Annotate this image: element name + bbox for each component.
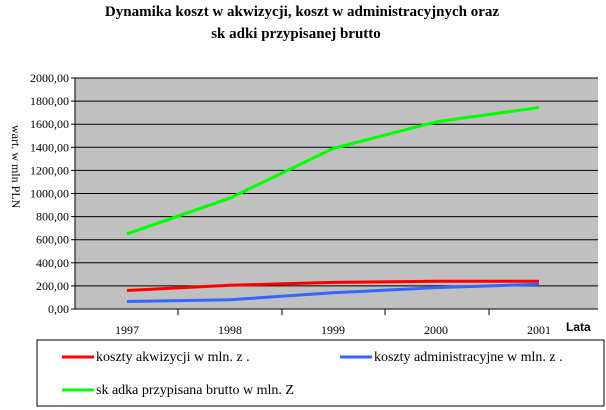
- x-tick-label: 1999: [321, 323, 345, 337]
- x-tick-labels: 1997 1998 1999 2000 2001: [115, 309, 551, 337]
- y-tick-label: 800,00: [36, 210, 69, 224]
- y-tick-label: 1000,00: [30, 187, 69, 201]
- legend-label: sk adka przypisana brutto w mln. Z: [96, 383, 294, 398]
- gridlines: [75, 77, 598, 287]
- chart-title-line-1: Dynamika koszt w akwizycji, koszt w admi…: [105, 4, 499, 20]
- series-lines: [126, 106, 540, 303]
- legend: koszty akwizycji w mln. z . koszty admini…: [62, 350, 563, 398]
- series-line-koszty-akwizycji: [126, 279, 539, 292]
- y-tick-label: 400,00: [36, 256, 69, 270]
- y-tick-label: 200,00: [36, 279, 69, 293]
- x-tick-label: 2001: [527, 323, 551, 337]
- y-tick-label: 1600,00: [30, 117, 69, 131]
- legend-label: koszty akwizycji w mln. z .: [96, 350, 250, 365]
- x-axis-label: Lata: [566, 320, 591, 334]
- legend-label: koszty administracyjne w mln. z .: [374, 350, 563, 365]
- y-tick-label: 1800,00: [30, 94, 69, 108]
- y-tick-labels: 0,00 200,00 400,00 600,00 800,00 1000,00 1200,…: [30, 71, 75, 316]
- y-tick-label: 0,00: [48, 302, 69, 316]
- x-tick-label: 1997: [115, 323, 139, 337]
- y-tick-label: 1400,00: [30, 140, 69, 154]
- y-axis-label: wart. w mln PLN: [9, 125, 23, 209]
- chart-title-line-2: sk adki przypisanej brutto: [211, 26, 381, 42]
- x-tick-label: 2000: [424, 323, 448, 337]
- legend-box: [36, 339, 605, 407]
- series-line-skladka-brutto: [126, 106, 540, 236]
- y-tick-label: 2000,00: [30, 71, 69, 85]
- series-line-koszty-administracyjne: [126, 282, 540, 303]
- x-tick-label: 1998: [218, 323, 242, 337]
- y-tick-label: 1200,00: [30, 163, 69, 177]
- y-tick-label: 600,00: [36, 233, 69, 247]
